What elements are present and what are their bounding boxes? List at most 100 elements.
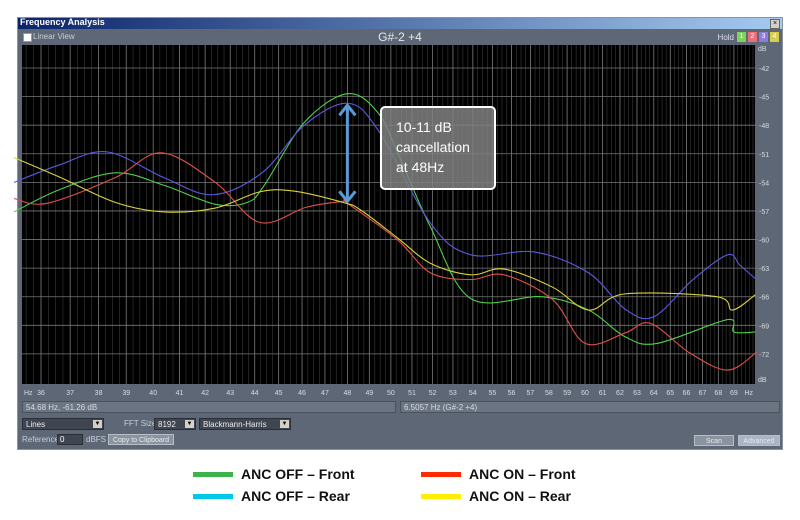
hold-button-2[interactable]: 2	[748, 32, 757, 42]
close-icon[interactable]: ×	[770, 19, 780, 29]
x-tick-label: 45	[275, 390, 283, 397]
x-tick-label: 41	[176, 390, 184, 397]
annotation-line: 10-11 dB	[396, 119, 452, 135]
x-tick-label: 54	[469, 390, 477, 397]
copy-to-clipboard-button[interactable]: Copy to Clipboard	[108, 434, 174, 445]
x-tick-label: 66	[683, 390, 691, 397]
legend-label: ANC ON – Front	[469, 466, 576, 482]
note-display: G#-2 +4	[378, 30, 422, 44]
chevron-down-icon[interactable]: ▼	[280, 420, 289, 428]
y-tick-label: -48	[759, 123, 769, 130]
reference-unit: dBFS	[86, 435, 107, 444]
y-tick-label: -60	[759, 238, 769, 245]
plot-area	[22, 45, 755, 384]
legend-swatch	[193, 494, 233, 499]
fft-size-value: 8192	[158, 420, 176, 429]
peak-readout: 6.5057 Hz (G#-2 +4)	[400, 401, 780, 413]
x-tick-label: 47	[321, 390, 329, 397]
arrow-head-up	[338, 102, 357, 117]
axis-unit-label: Hz	[24, 390, 33, 397]
x-tick-label: 44	[251, 390, 259, 397]
title-bar: Frequency Analysis ×	[18, 17, 782, 29]
x-tick-label: 61	[599, 390, 607, 397]
linear-view-checkbox[interactable]	[23, 33, 32, 42]
legend-swatch	[193, 472, 233, 477]
y-tick-label: -66	[759, 295, 769, 302]
hold-button-3[interactable]: 3	[759, 32, 768, 42]
y-tick-label: -45	[759, 95, 769, 102]
x-tick-label: 63	[633, 390, 641, 397]
annotation-line: at 48Hz	[396, 159, 445, 175]
x-tick-label: 52	[429, 390, 437, 397]
y-tick-label: -42	[759, 66, 769, 73]
x-tick-label: 68	[714, 390, 722, 397]
legend-label: ANC OFF – Front	[241, 466, 355, 482]
x-tick-label: 51	[408, 390, 416, 397]
x-tick-label: 60	[581, 390, 589, 397]
x-tick-label: 50	[387, 390, 395, 397]
x-tick-label: 49	[365, 390, 373, 397]
chevron-down-icon[interactable]: ▼	[185, 420, 194, 428]
axis-unit-label: Hz	[744, 390, 753, 397]
legend-swatch	[421, 472, 461, 477]
series-line	[13, 102, 756, 320]
x-tick-label: 59	[563, 390, 571, 397]
series-line	[13, 157, 756, 311]
x-tick-label: 69	[730, 390, 738, 397]
legend-label: ANC ON – Rear	[469, 488, 571, 504]
reference-label: Reference	[22, 435, 59, 444]
linear-view-label: Linear View	[33, 32, 75, 41]
x-tick-label: 40	[149, 390, 157, 397]
x-axis-strip	[22, 384, 768, 398]
hold-button-1[interactable]: 1	[737, 32, 746, 42]
x-tick-label: 57	[527, 390, 535, 397]
x-tick-label: 56	[508, 390, 516, 397]
window-function-value: Blackmann-Harris	[203, 420, 267, 429]
x-tick-label: 38	[95, 390, 103, 397]
chevron-down-icon[interactable]: ▼	[93, 420, 102, 428]
cursor-readout: 54.68 Hz, -61.26 dB	[22, 401, 396, 413]
window-title: Frequency Analysis	[20, 17, 105, 27]
advanced-button[interactable]: Advanced	[738, 435, 780, 446]
toolbar: Linear View G#-2 +4 Hold 1 2 3 4	[18, 29, 782, 45]
x-tick-label: 46	[298, 390, 306, 397]
y-tick-label: -63	[759, 266, 769, 273]
annotation-box: 10-11 dB cancellation at 48Hz	[380, 106, 496, 190]
fft-size-select[interactable]: 8192 ▼	[154, 418, 196, 430]
axis-unit-label: dB	[758, 377, 767, 384]
y-tick-label: -69	[759, 323, 769, 330]
x-tick-label: 67	[699, 390, 707, 397]
x-tick-label: 43	[226, 390, 234, 397]
x-tick-label: 48	[343, 390, 351, 397]
display-mode-value: Lines	[26, 420, 46, 429]
x-tick-label: 42	[201, 390, 209, 397]
y-axis-strip	[755, 45, 768, 384]
annotation-line: cancellation	[396, 139, 470, 155]
y-tick-label: -57	[759, 209, 769, 216]
y-tick-label: -72	[759, 352, 769, 359]
x-tick-label: 37	[66, 390, 74, 397]
axis-unit-label: dB	[758, 46, 767, 53]
series-line	[13, 152, 758, 371]
y-tick-label: -54	[759, 180, 769, 187]
x-tick-label: 53	[449, 390, 457, 397]
x-tick-label: 62	[616, 390, 624, 397]
legend-swatch	[421, 494, 461, 499]
x-tick-label: 58	[545, 390, 553, 397]
display-mode-select[interactable]: Lines ▼	[22, 418, 104, 430]
x-tick-label: 36	[37, 390, 45, 397]
window-function-select[interactable]: Blackmann-Harris ▼	[199, 418, 291, 430]
hold-label: Hold	[717, 33, 734, 42]
y-tick-label: -51	[759, 152, 769, 159]
arrow-head-down	[338, 190, 357, 204]
hold-button-4[interactable]: 4	[770, 32, 779, 42]
fft-size-label: FFT Size	[124, 419, 157, 428]
x-tick-label: 65	[666, 390, 674, 397]
reference-input[interactable]: 0	[57, 434, 83, 445]
x-tick-label: 39	[122, 390, 130, 397]
x-tick-label: 64	[650, 390, 658, 397]
x-tick-label: 55	[488, 390, 496, 397]
scan-button[interactable]: Scan	[694, 435, 734, 446]
legend-label: ANC OFF – Rear	[241, 488, 350, 504]
